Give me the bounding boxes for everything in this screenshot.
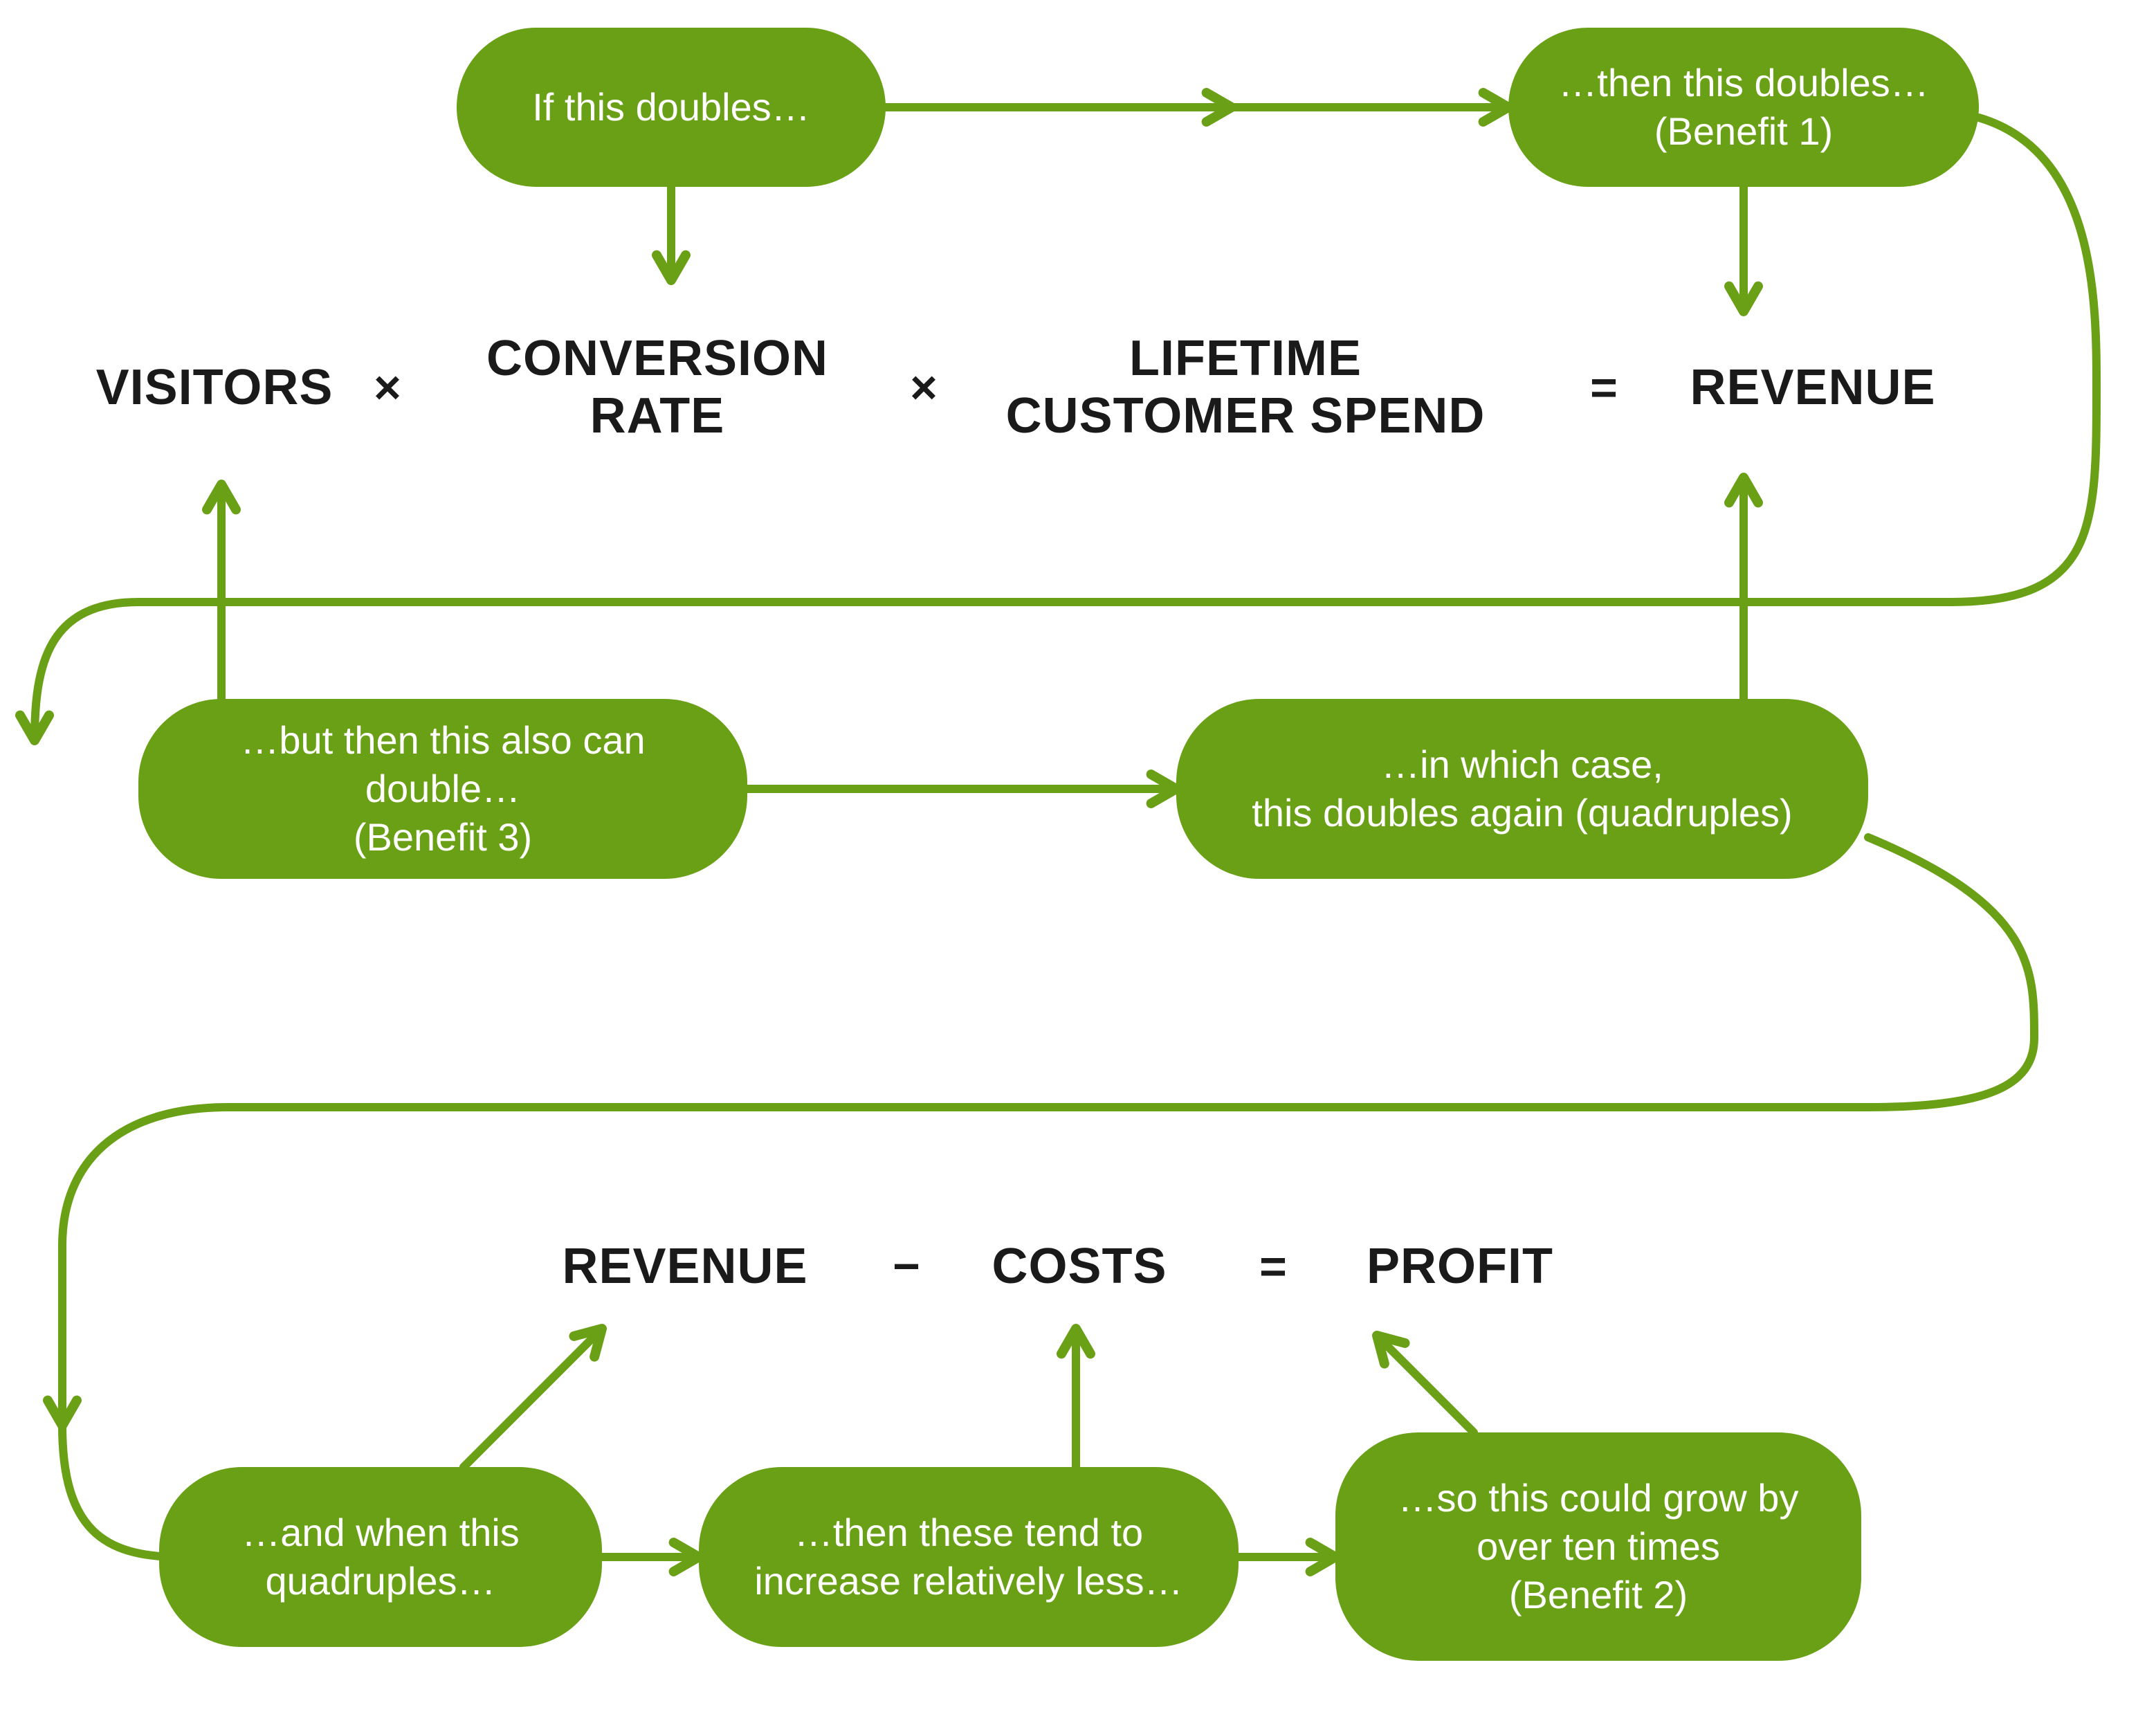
formula2-op-minus: −	[865, 1232, 948, 1301]
arrowhead	[1310, 1542, 1335, 1572]
pill-p6: …then these tend to increase relatively …	[699, 1467, 1239, 1647]
connector-a-p4-to-revline-long	[62, 837, 2034, 1426]
formula1-revenue: REVENUE	[1647, 325, 1979, 450]
formula2-op-equals: =	[1232, 1232, 1315, 1301]
pill-p7: …so this could grow by over ten times (B…	[1335, 1432, 1861, 1661]
arrowhead	[574, 1329, 602, 1357]
formula2-revenue: REVENUE	[526, 1218, 844, 1315]
pill-p3: …but then this also can double… (Benefit…	[138, 699, 747, 879]
connector-a-p5-to-rev2	[464, 1329, 602, 1467]
arrowhead	[1729, 286, 1758, 311]
formula1-op-equals: =	[1562, 346, 1645, 429]
formula1-lifetime_customer_spend: LIFETIME CUSTOMER SPEND	[948, 298, 1543, 477]
pill-p1: If this doubles…	[457, 28, 886, 187]
arrowhead	[1151, 774, 1176, 803]
arrowhead	[674, 1542, 699, 1572]
pill-p5: …and when this quadruples…	[159, 1467, 602, 1647]
arrowhead	[1377, 1336, 1405, 1364]
arrowhead	[1483, 93, 1508, 122]
arrowhead	[657, 255, 686, 280]
formula1-visitors: VISITORS	[76, 325, 353, 450]
arrowhead	[207, 484, 236, 509]
arrowhead	[20, 716, 49, 740]
formula1-conversion_rate: CONVERSION RATE	[443, 298, 872, 477]
pill-p4: …in which case, this doubles again (quad…	[1176, 699, 1868, 879]
pill-p2: …then this doubles… (Benefit 1)	[1508, 28, 1979, 187]
formula2-costs: COSTS	[969, 1218, 1190, 1315]
arrowhead	[1729, 477, 1758, 502]
formula1-op-times2: ×	[882, 346, 965, 429]
arrowhead	[1061, 1329, 1090, 1354]
arrowhead	[48, 1401, 77, 1426]
formula1-op-times1: ×	[346, 346, 429, 429]
formula2-profit: PROFIT	[1335, 1218, 1584, 1315]
connector-a-p7-to-profit	[1377, 1336, 1474, 1432]
arrowhead	[1207, 93, 1232, 122]
diagram-stage: If this doubles… …then this doubles… (Ben…	[0, 0, 2156, 1730]
